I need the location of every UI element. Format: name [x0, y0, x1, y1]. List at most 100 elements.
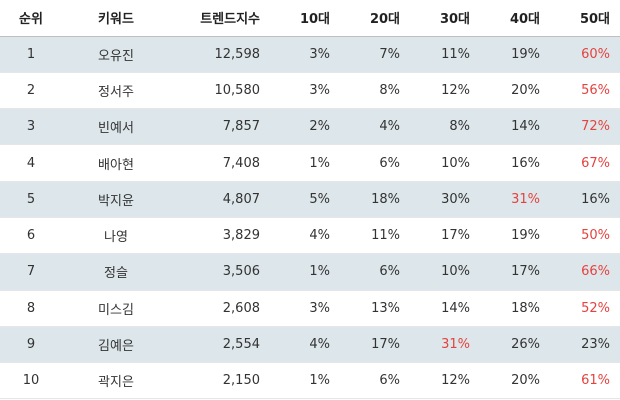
cell-rank: 2 [0, 72, 62, 110]
cell-age-40s: 20% [480, 362, 550, 400]
cell-age-40s: 19% [480, 217, 550, 255]
cell-age-20s: 6% [340, 253, 410, 291]
cell-trend-index: 10,580 [170, 72, 270, 110]
cell-age-50s: 67% [550, 144, 620, 182]
cell-age-10s: 3% [270, 36, 340, 73]
cell-age-30s: 17% [410, 217, 480, 255]
table-row: 6 나영 3,829 4% 11% 17% 19% 50% [0, 217, 620, 255]
cell-rank: 1 [0, 36, 62, 73]
cell-keyword: 배아현 [62, 144, 170, 182]
header-age-10s: 10대 [270, 0, 340, 37]
cell-keyword: 정서주 [62, 72, 170, 110]
cell-rank: 3 [0, 108, 62, 146]
cell-age-40s: 31% [480, 181, 550, 218]
cell-trend-index: 12,598 [170, 36, 270, 73]
cell-age-20s: 13% [340, 290, 410, 327]
cell-keyword: 김예은 [62, 326, 170, 364]
cell-age-20s: 11% [340, 217, 410, 255]
header-rank: 순위 [0, 0, 62, 37]
cell-age-30s: 30% [410, 181, 480, 218]
cell-age-10s: 1% [270, 144, 340, 182]
table-row: 8 미스김 2,608 3% 13% 14% 18% 52% [0, 290, 620, 327]
header-trend-index: 트렌드지수 [170, 0, 270, 37]
cell-age-20s: 18% [340, 181, 410, 218]
header-age-50s: 50대 [550, 0, 620, 37]
cell-age-30s: 10% [410, 253, 480, 291]
cell-age-20s: 17% [340, 326, 410, 364]
cell-age-40s: 20% [480, 72, 550, 110]
cell-age-50s: 56% [550, 72, 620, 110]
cell-age-20s: 6% [340, 144, 410, 182]
cell-age-30s: 11% [410, 36, 480, 73]
cell-age-50s: 16% [550, 181, 620, 218]
cell-age-30s: 14% [410, 290, 480, 327]
table-body: 1 오유진 12,598 3% 7% 11% 19% 60% 2 정서주 10,580 3% 8% 12%… [0, 36, 620, 400]
cell-age-40s: 14% [480, 108, 550, 146]
cell-trend-index: 3,506 [170, 253, 270, 291]
cell-age-40s: 26% [480, 326, 550, 364]
cell-keyword: 오유진 [62, 36, 170, 73]
table-row: 4 배아현 7,408 1% 6% 10% 16% 67% [0, 144, 620, 182]
cell-age-30s: 8% [410, 108, 480, 146]
cell-trend-index: 2,554 [170, 326, 270, 364]
table-row: 7 정슬 3,506 1% 6% 10% 17% 66% [0, 253, 620, 291]
cell-age-20s: 6% [340, 362, 410, 400]
cell-rank: 8 [0, 290, 62, 327]
cell-keyword: 박지윤 [62, 181, 170, 218]
cell-age-10s: 2% [270, 108, 340, 146]
table-row: 5 박지윤 4,807 5% 18% 30% 31% 16% [0, 181, 620, 218]
cell-rank: 5 [0, 181, 62, 218]
cell-age-10s: 5% [270, 181, 340, 218]
cell-age-30s: 10% [410, 144, 480, 182]
table-row: 3 빈예서 7,857 2% 4% 8% 14% 72% [0, 108, 620, 146]
cell-rank: 4 [0, 144, 62, 182]
table-row: 2 정서주 10,580 3% 8% 12% 20% 56% [0, 72, 620, 110]
cell-trend-index: 2,608 [170, 290, 270, 327]
cell-age-40s: 18% [480, 290, 550, 327]
cell-keyword: 곽지은 [62, 362, 170, 400]
cell-age-50s: 23% [550, 326, 620, 364]
cell-age-50s: 52% [550, 290, 620, 327]
cell-age-20s: 8% [340, 72, 410, 110]
table-row: 10 곽지은 2,150 1% 6% 12% 20% 61% [0, 362, 620, 400]
header-row: 순위 키워드 트렌드지수 10대 20대 30대 40대 50대 [0, 0, 620, 37]
cell-age-50s: 50% [550, 217, 620, 255]
cell-keyword: 정슬 [62, 253, 170, 291]
cell-age-40s: 19% [480, 36, 550, 73]
cell-age-30s: 12% [410, 72, 480, 110]
header-age-30s: 30대 [410, 0, 480, 37]
cell-keyword: 미스김 [62, 290, 170, 327]
cell-trend-index: 2,150 [170, 362, 270, 400]
cell-trend-index: 7,857 [170, 108, 270, 146]
cell-age-30s: 31% [410, 326, 480, 364]
cell-trend-index: 3,829 [170, 217, 270, 255]
cell-age-10s: 3% [270, 72, 340, 110]
cell-age-20s: 7% [340, 36, 410, 73]
cell-keyword: 빈예서 [62, 108, 170, 146]
header-age-40s: 40대 [480, 0, 550, 37]
table-row: 9 김예은 2,554 4% 17% 31% 26% 23% [0, 326, 620, 364]
cell-trend-index: 7,408 [170, 144, 270, 182]
cell-rank: 10 [0, 362, 62, 400]
cell-age-50s: 66% [550, 253, 620, 291]
cell-rank: 6 [0, 217, 62, 255]
cell-age-10s: 4% [270, 217, 340, 255]
cell-age-10s: 1% [270, 362, 340, 400]
table-row: 1 오유진 12,598 3% 7% 11% 19% 60% [0, 36, 620, 73]
header-keyword: 키워드 [62, 0, 170, 37]
cell-age-50s: 72% [550, 108, 620, 146]
cell-age-20s: 4% [340, 108, 410, 146]
cell-age-10s: 4% [270, 326, 340, 364]
cell-trend-index: 4,807 [170, 181, 270, 218]
cell-rank: 9 [0, 326, 62, 364]
cell-rank: 7 [0, 253, 62, 291]
header-age-20s: 20대 [340, 0, 410, 37]
cell-age-40s: 16% [480, 144, 550, 182]
cell-age-40s: 17% [480, 253, 550, 291]
cell-age-30s: 12% [410, 362, 480, 400]
cell-age-10s: 1% [270, 253, 340, 291]
cell-keyword: 나영 [62, 217, 170, 255]
cell-age-50s: 61% [550, 362, 620, 400]
cell-age-50s: 60% [550, 36, 620, 73]
